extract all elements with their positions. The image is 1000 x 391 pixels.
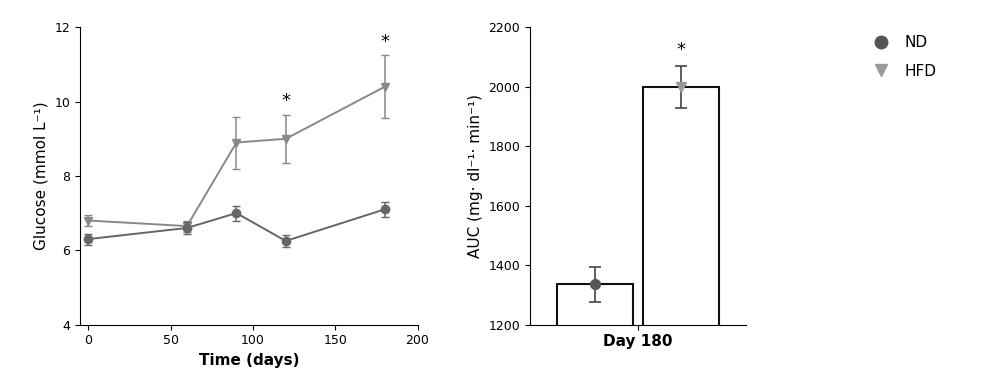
- Bar: [557, 284, 633, 391]
- X-axis label: Time (days): Time (days): [199, 353, 299, 368]
- Text: *: *: [281, 92, 290, 110]
- Y-axis label: AUC (mg· dl⁻¹· min⁻¹): AUC (mg· dl⁻¹· min⁻¹): [468, 94, 483, 258]
- Text: *: *: [380, 33, 389, 51]
- Legend: ND, HFD: ND, HFD: [866, 35, 936, 79]
- Bar: [643, 87, 719, 391]
- Text: *: *: [677, 41, 686, 59]
- Y-axis label: Glucose (mmol L⁻¹): Glucose (mmol L⁻¹): [34, 102, 49, 250]
